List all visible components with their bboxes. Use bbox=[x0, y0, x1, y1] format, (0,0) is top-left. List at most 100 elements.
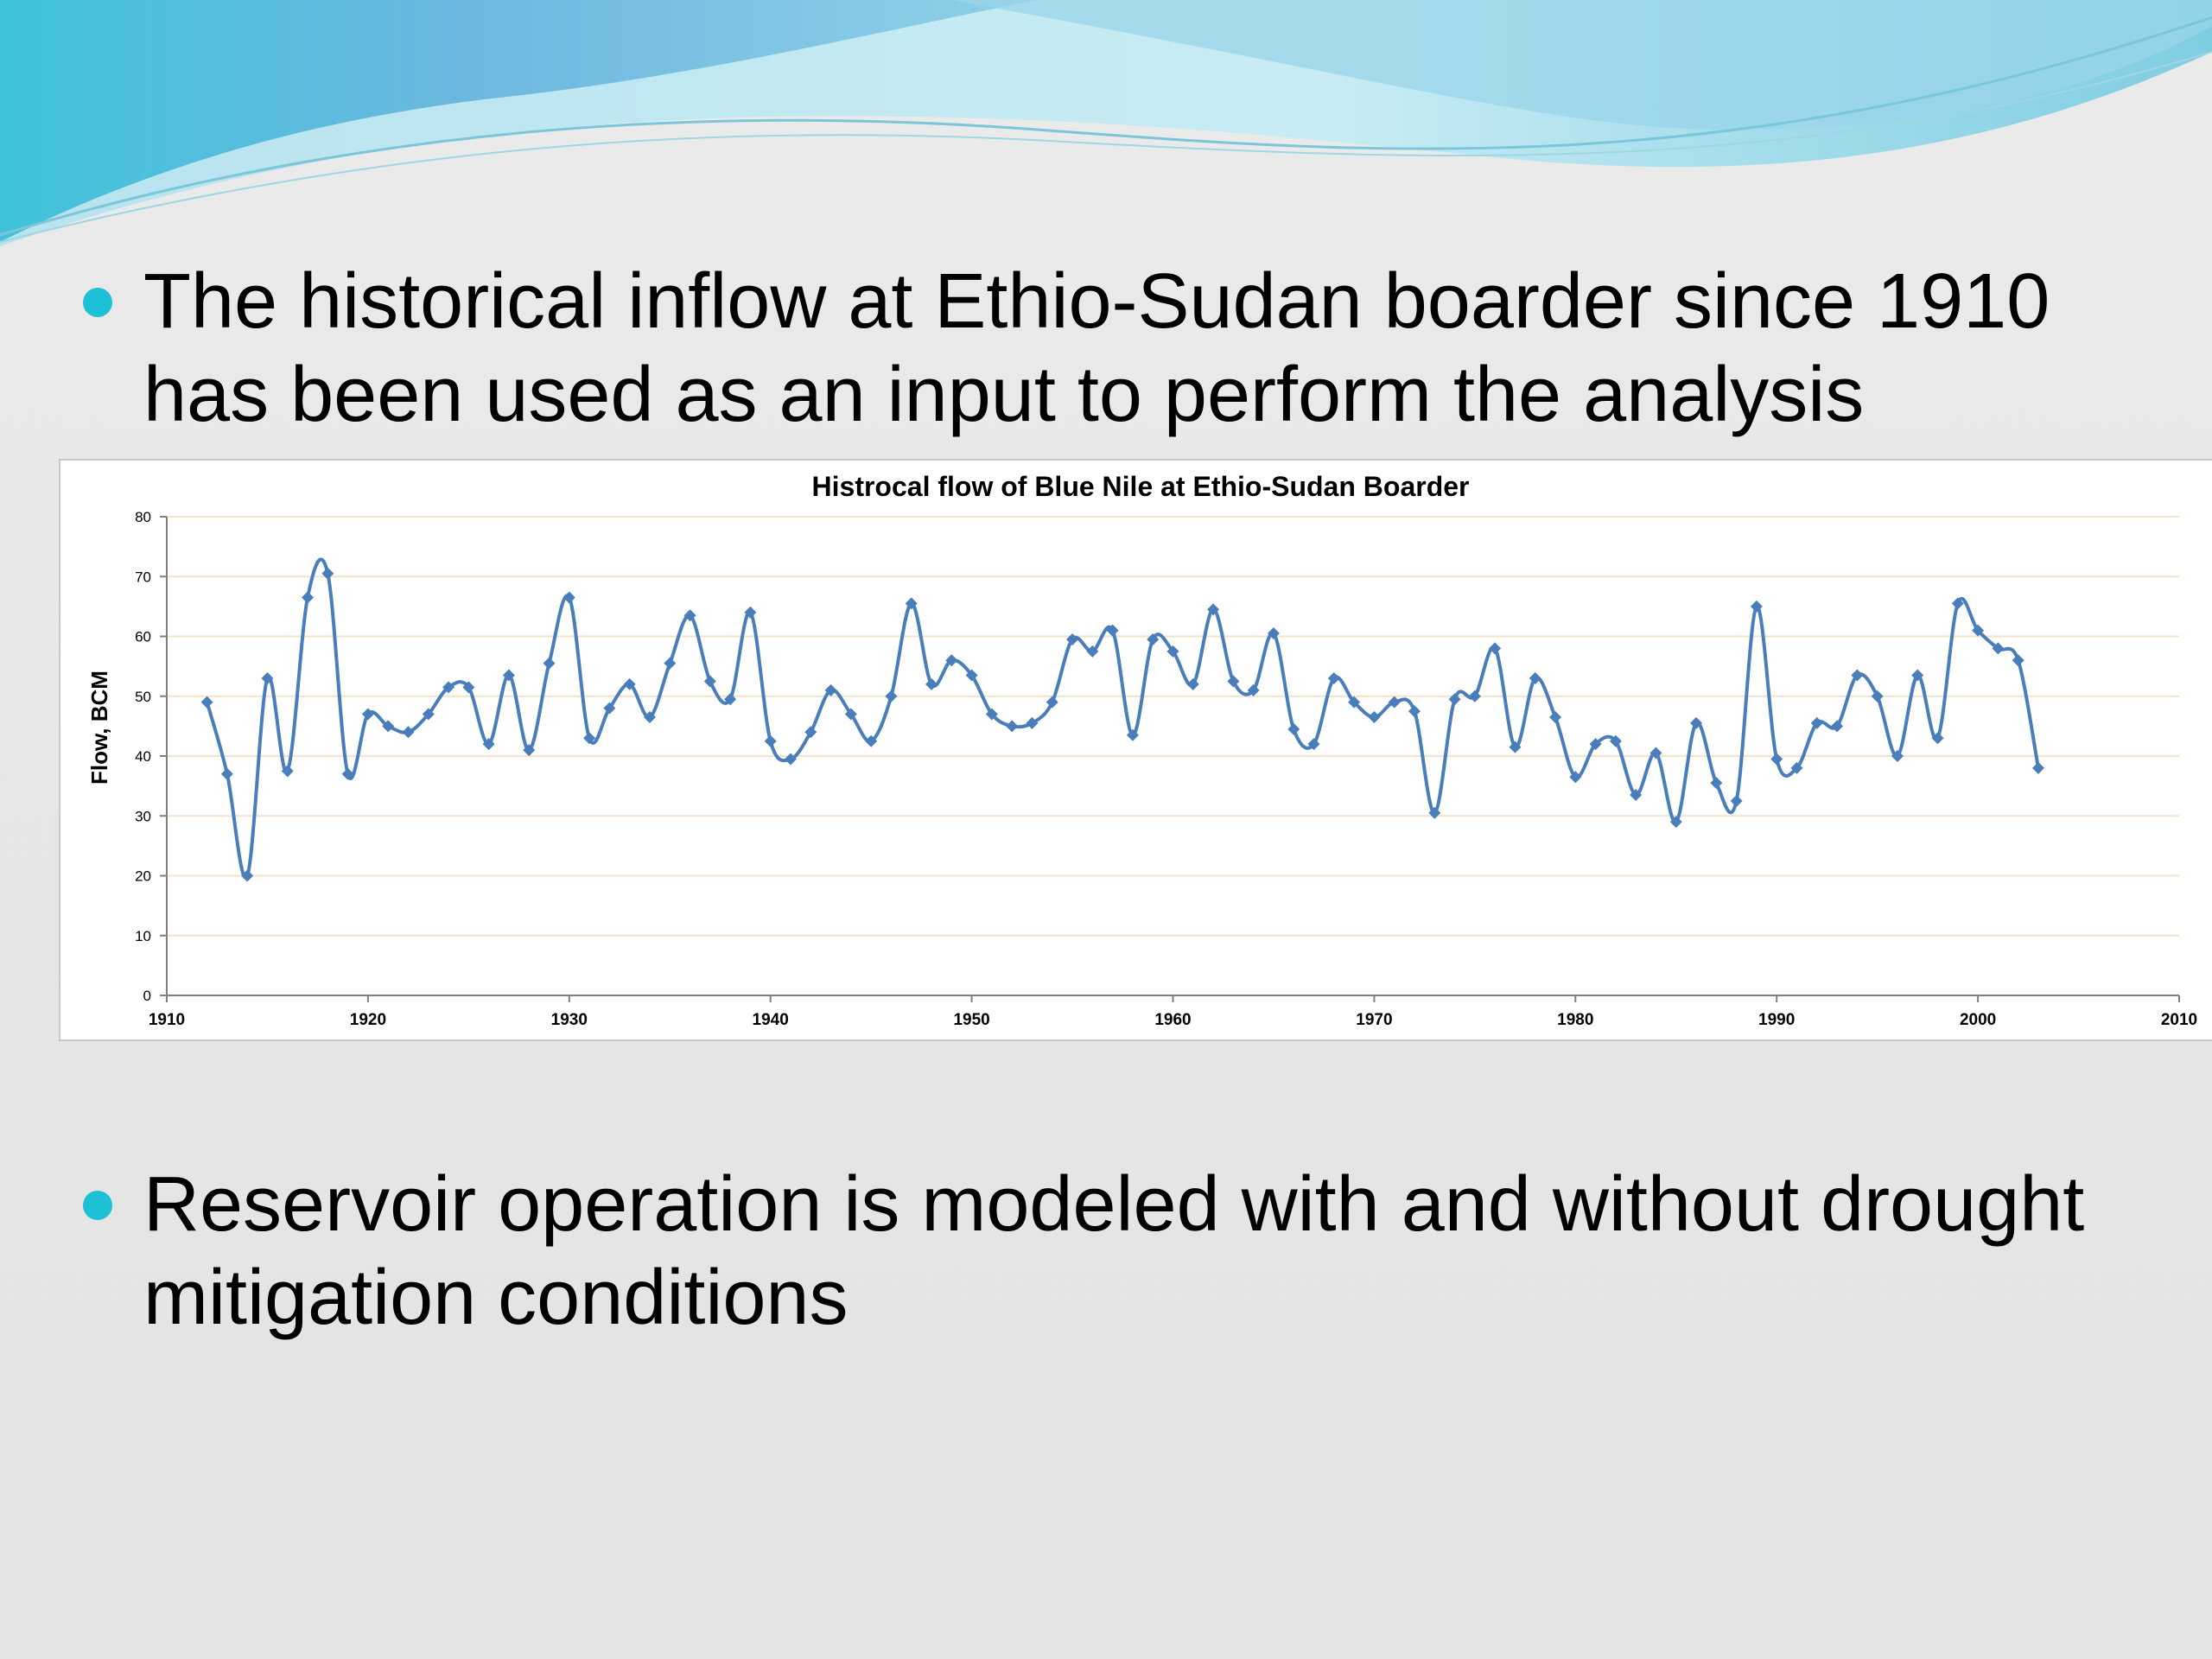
data-point-1954 bbox=[1046, 696, 1058, 709]
chart-canvas: Histrocal flow of Blue Nile at Ethio-Sud… bbox=[86, 471, 2197, 1029]
data-point-1937 bbox=[703, 675, 716, 688]
data-point-1927 bbox=[502, 669, 515, 682]
data-point-1977 bbox=[1509, 741, 1522, 753]
data-point-1956 bbox=[1086, 645, 1099, 658]
data-point-1942 bbox=[804, 726, 817, 739]
data-point-1941 bbox=[784, 753, 797, 766]
x-tick-label-1960: 1960 bbox=[1154, 1011, 1191, 1029]
data-point-1981 bbox=[1589, 738, 1602, 751]
data-point-1994 bbox=[1851, 669, 1864, 682]
bullet-dot-icon bbox=[83, 1191, 112, 1220]
data-point-1996 bbox=[1891, 750, 1904, 762]
x-tick-label-1920: 1920 bbox=[350, 1011, 386, 1029]
data-point-1964 bbox=[1247, 683, 1260, 696]
flow-chart: Histrocal flow of Blue Nile at Ethio-Sud… bbox=[59, 459, 2212, 1041]
grid-lines bbox=[167, 516, 2179, 937]
data-point-1987 bbox=[1710, 777, 1723, 790]
data-point-1931 bbox=[583, 732, 596, 745]
data-point-1979 bbox=[1549, 710, 1562, 723]
y-axis-label: Flow, BCM bbox=[86, 671, 112, 785]
data-point-1963 bbox=[1227, 675, 1240, 688]
data-point-1976 bbox=[1489, 642, 1502, 655]
data-point-1948 bbox=[925, 677, 938, 690]
data-point-1940 bbox=[764, 734, 777, 747]
data-point-1970 bbox=[1368, 710, 1381, 723]
data-point-1991 bbox=[1790, 761, 1803, 774]
data-point-1915 bbox=[261, 671, 274, 684]
data-point-1944 bbox=[844, 708, 857, 721]
x-tick-label-1930: 1930 bbox=[551, 1011, 588, 1029]
data-point-1939 bbox=[744, 606, 757, 619]
data-point-1947 bbox=[905, 597, 918, 610]
data-point-1936 bbox=[683, 609, 696, 622]
data-point-1992 bbox=[1810, 716, 1823, 729]
data-point-1988 bbox=[1730, 794, 1743, 807]
data-point-1997 bbox=[1911, 669, 1924, 682]
data-point-1921 bbox=[382, 720, 395, 733]
data-point-1972 bbox=[1408, 705, 1421, 718]
data-point-2003 bbox=[2031, 761, 2044, 774]
data-point-1974 bbox=[1448, 693, 1461, 706]
y-tick-label-80: 80 bbox=[135, 509, 151, 525]
data-series bbox=[200, 557, 2044, 882]
data-point-1968 bbox=[1327, 671, 1340, 684]
data-point-1975 bbox=[1468, 690, 1481, 702]
y-tick-label-10: 10 bbox=[135, 928, 151, 944]
flow-series-line bbox=[205, 557, 2040, 880]
x-tick-label-1950: 1950 bbox=[953, 1011, 989, 1029]
data-point-1934 bbox=[643, 710, 656, 723]
data-point-1983 bbox=[1630, 789, 1643, 802]
header-wave-decoration bbox=[0, 0, 2212, 246]
data-point-1950 bbox=[965, 669, 978, 682]
data-point-1960 bbox=[1166, 645, 1179, 658]
data-point-2002 bbox=[2012, 654, 2024, 667]
data-point-1971 bbox=[1388, 696, 1401, 709]
data-point-1920 bbox=[361, 708, 374, 721]
data-point-1985 bbox=[1669, 816, 1682, 829]
data-point-1925 bbox=[462, 681, 475, 694]
x-tick-label-2000: 2000 bbox=[1960, 1011, 1996, 1029]
data-point-1926 bbox=[482, 738, 495, 751]
data-point-1930 bbox=[563, 591, 575, 604]
y-tick-label-50: 50 bbox=[135, 689, 151, 705]
axes bbox=[160, 516, 2180, 1002]
y-tick-label-0: 0 bbox=[143, 988, 151, 1004]
data-point-1959 bbox=[1147, 632, 1160, 645]
data-point-1918 bbox=[321, 567, 334, 580]
data-point-1958 bbox=[1126, 728, 1139, 741]
data-point-1932 bbox=[603, 702, 616, 715]
data-point-1938 bbox=[724, 693, 737, 706]
tick-labels: 0 10 20 30 40 50 60 70 80 1910 1920 1930 1940 1950 196… bbox=[135, 509, 2197, 1029]
data-point-1913 bbox=[220, 767, 233, 780]
bullet-dot-icon bbox=[83, 288, 112, 317]
data-point-1943 bbox=[824, 683, 837, 696]
y-tick-label-60: 60 bbox=[135, 629, 151, 645]
bullet-text-2: Reservoir operation is modeled with and … bbox=[143, 1161, 2085, 1341]
data-point-1917 bbox=[302, 591, 315, 604]
data-point-1995 bbox=[1871, 690, 1884, 702]
data-point-1966 bbox=[1287, 722, 1300, 735]
data-point-1973 bbox=[1428, 806, 1441, 819]
data-point-1961 bbox=[1186, 677, 1199, 690]
data-point-1955 bbox=[1066, 632, 1079, 645]
data-point-1980 bbox=[1569, 771, 1582, 784]
data-point-1993 bbox=[1831, 720, 1844, 733]
data-point-1919 bbox=[341, 767, 354, 780]
data-point-1912 bbox=[200, 696, 213, 709]
x-tick-label-1980: 1980 bbox=[1557, 1011, 1593, 1029]
data-point-1916 bbox=[281, 765, 294, 778]
data-point-1933 bbox=[623, 677, 636, 690]
data-point-1935 bbox=[664, 657, 677, 670]
data-point-1949 bbox=[945, 654, 958, 667]
data-point-1969 bbox=[1348, 696, 1361, 709]
data-point-1982 bbox=[1609, 734, 1622, 747]
data-point-1952 bbox=[1006, 720, 1019, 733]
y-tick-label-70: 70 bbox=[135, 569, 151, 585]
data-point-1986 bbox=[1690, 716, 1703, 729]
data-point-1998 bbox=[1931, 732, 1944, 745]
x-tick-label-1910: 1910 bbox=[149, 1011, 185, 1029]
data-point-1989 bbox=[1750, 600, 1763, 613]
data-point-1945 bbox=[865, 734, 878, 747]
data-point-2000 bbox=[1972, 624, 1985, 637]
bullet-text-1: The historical inflow at Ethio-Sudan boa… bbox=[143, 258, 2050, 438]
